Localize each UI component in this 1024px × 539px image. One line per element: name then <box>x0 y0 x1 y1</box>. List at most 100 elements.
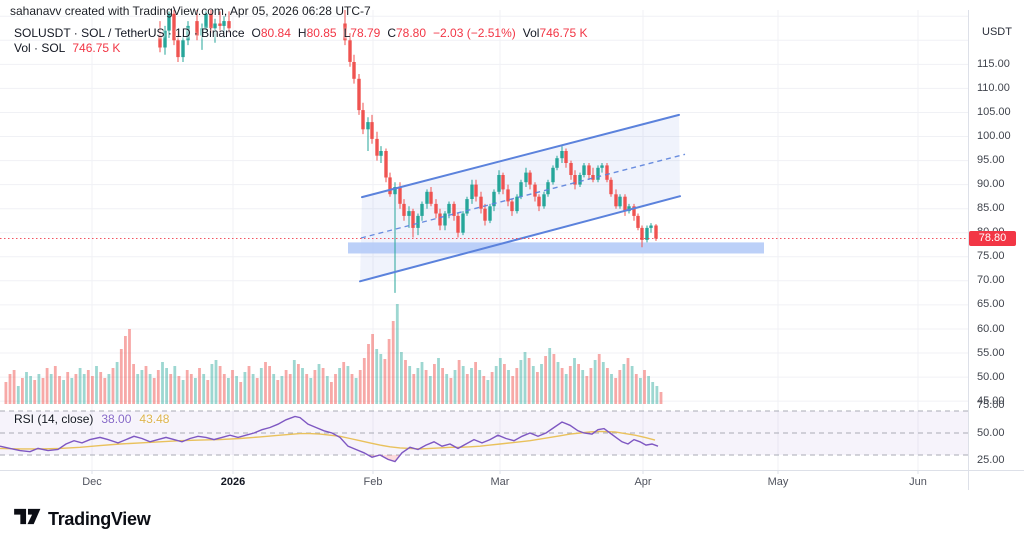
volume-bar <box>639 378 642 404</box>
volume-bar <box>568 366 572 404</box>
volume-bar <box>634 374 638 404</box>
price-axis-label: 110.00 <box>977 81 1010 94</box>
candle-body <box>402 203 406 216</box>
volume-indicator-label[interactable]: Vol · SOL <box>14 41 66 55</box>
candle-body <box>537 196 541 207</box>
volume-bar <box>16 386 20 404</box>
candle-body <box>213 23 217 29</box>
candle-body <box>654 225 658 239</box>
candle-body <box>605 165 609 180</box>
candle-body <box>560 151 564 159</box>
volume-bar <box>503 364 506 404</box>
volume-bar <box>387 339 391 404</box>
rsi-axis-label: 75.00 <box>977 399 1005 411</box>
volume-bar <box>585 376 589 404</box>
rsi-legend[interactable]: RSI (14, close) 38.00 43.48 <box>14 412 169 426</box>
volume-bar <box>371 334 374 404</box>
candle-body <box>375 138 379 156</box>
candle-body <box>632 206 636 216</box>
price-axis-label: 65.00 <box>977 298 1005 311</box>
volume-bar <box>597 354 601 404</box>
volume-bar <box>21 378 24 404</box>
candle-body <box>640 227 644 240</box>
volume-bar <box>313 370 317 404</box>
candle-body <box>649 225 653 228</box>
price-axis-label: 75.00 <box>977 250 1005 263</box>
chart-canvas[interactable] <box>0 0 1024 500</box>
volume-bar <box>169 374 173 404</box>
volume-bar <box>251 374 255 404</box>
candle-body <box>569 163 573 175</box>
candle-body <box>181 40 185 58</box>
rsi-ma-line <box>0 430 656 450</box>
volume-bar <box>128 329 131 404</box>
candle-body <box>578 175 582 185</box>
candle-body <box>425 191 429 204</box>
candle-body <box>172 13 176 41</box>
volume-bar <box>297 364 300 404</box>
volume-bar <box>305 374 309 404</box>
candle-body <box>429 191 433 204</box>
candle-body <box>416 215 420 228</box>
volume-bar <box>231 370 234 404</box>
volume-bar <box>74 374 78 404</box>
volume-bar <box>309 378 313 404</box>
volume-bar <box>41 378 45 404</box>
volume-bar <box>140 370 144 404</box>
volume-bar <box>511 376 515 404</box>
candle-body <box>618 196 622 207</box>
volume-bar <box>507 370 510 404</box>
volume-legend-row: Vol · SOL 746.75 K <box>14 41 588 56</box>
time-axis-label: Apr <box>634 476 652 488</box>
volume-bar <box>490 372 494 404</box>
candle-body <box>352 62 356 79</box>
volume-bar <box>325 376 329 404</box>
volume-bar <box>548 348 552 404</box>
candle-body <box>533 184 537 197</box>
price-axis-label: 70.00 <box>977 274 1005 287</box>
candle-body <box>519 182 523 197</box>
volume-bar <box>342 362 346 404</box>
volume-bar <box>367 344 370 404</box>
time-axis-label: Mar <box>490 476 510 488</box>
ohlc-value-L: 78.79 <box>350 26 381 40</box>
volume-bar <box>441 368 444 404</box>
volume-bar <box>354 378 358 404</box>
volume-bar <box>461 366 465 404</box>
candle-body <box>609 179 613 195</box>
volume-bar <box>49 374 53 404</box>
candle-body <box>379 151 383 156</box>
candle-body <box>470 184 474 199</box>
volume-bar <box>618 370 622 404</box>
tradingview-logo-text: TradingView <box>48 508 151 529</box>
candle-body <box>627 206 631 212</box>
ohlc-label-O: O <box>251 26 261 40</box>
symbol-title[interactable]: SOLUSDT · SOL / TetherUS · 1D · Binance <box>14 26 245 40</box>
volume-bar <box>70 378 74 404</box>
volume-bar <box>276 380 280 404</box>
volume-bar <box>156 370 160 404</box>
time-axis-label: 2026 <box>220 476 246 488</box>
volume-bar <box>478 370 482 404</box>
volume-bar <box>482 376 486 404</box>
rsi-axis-label: 25.00 <box>977 454 1005 466</box>
price-axis-currency[interactable]: USDT <box>982 26 1012 38</box>
volume-bar <box>124 336 127 404</box>
volume-bar <box>544 356 547 404</box>
candle-body <box>195 21 199 36</box>
volume-bar <box>589 368 593 404</box>
volume-bar <box>239 382 243 404</box>
volume-bar <box>243 372 247 404</box>
candle-body <box>515 196 519 212</box>
volume-bar <box>177 376 181 404</box>
volume-bar <box>540 364 543 404</box>
ohlc-label-H: H <box>297 26 307 40</box>
volume-bar <box>391 321 395 404</box>
candle-body <box>573 175 577 185</box>
tradingview-logo[interactable]: TradingView <box>14 506 151 532</box>
volume-bar <box>33 380 37 404</box>
ohlc-value-C: 78.80 <box>396 26 427 40</box>
volume-bar <box>515 368 519 404</box>
volume-bar <box>91 376 94 404</box>
